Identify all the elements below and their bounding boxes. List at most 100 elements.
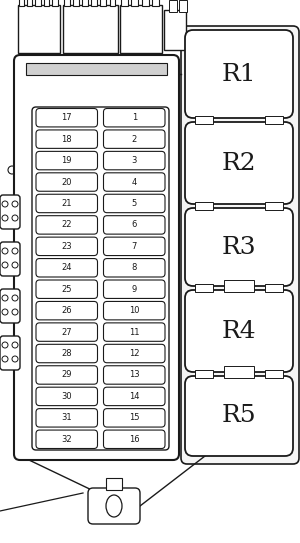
Bar [142, 0, 148, 6]
FancyBboxPatch shape [103, 387, 165, 406]
FancyBboxPatch shape [103, 258, 165, 277]
Text: 21: 21 [61, 199, 72, 208]
Bar [26, 63, 167, 75]
FancyBboxPatch shape [103, 109, 165, 127]
Text: 18: 18 [61, 135, 72, 144]
Bar [224, 280, 254, 292]
FancyBboxPatch shape [88, 488, 140, 524]
Text: 20: 20 [61, 178, 72, 187]
Bar [19, 0, 24, 6]
Text: 22: 22 [61, 220, 72, 229]
FancyBboxPatch shape [185, 30, 293, 118]
Text: 30: 30 [61, 392, 72, 401]
FancyBboxPatch shape [103, 194, 165, 213]
FancyBboxPatch shape [0, 195, 20, 229]
Text: 6: 6 [132, 220, 137, 229]
Text: 9: 9 [132, 285, 137, 294]
FancyBboxPatch shape [36, 301, 98, 320]
FancyBboxPatch shape [36, 151, 98, 170]
Text: R2: R2 [222, 151, 256, 174]
FancyBboxPatch shape [36, 173, 98, 191]
FancyBboxPatch shape [0, 289, 20, 323]
FancyBboxPatch shape [36, 237, 98, 256]
Text: 31: 31 [61, 413, 72, 422]
Bar [265, 284, 283, 292]
Text: 16: 16 [129, 435, 140, 444]
Bar [18, 5, 60, 53]
FancyBboxPatch shape [36, 130, 98, 148]
Bar [82, 0, 88, 6]
FancyBboxPatch shape [103, 280, 165, 299]
Bar [110, 0, 116, 6]
Text: 27: 27 [61, 327, 72, 337]
Bar [63, 5, 118, 53]
Bar [52, 0, 58, 6]
Bar [224, 366, 254, 378]
Text: 4: 4 [132, 178, 137, 187]
Text: 28: 28 [61, 349, 72, 358]
FancyBboxPatch shape [36, 280, 98, 299]
FancyBboxPatch shape [36, 387, 98, 406]
FancyBboxPatch shape [103, 430, 165, 449]
FancyBboxPatch shape [36, 409, 98, 427]
FancyBboxPatch shape [185, 122, 293, 204]
Bar [100, 0, 106, 6]
Bar [73, 0, 79, 6]
FancyBboxPatch shape [103, 409, 165, 427]
FancyBboxPatch shape [185, 208, 293, 286]
FancyBboxPatch shape [14, 55, 179, 460]
Bar [91, 0, 97, 6]
FancyBboxPatch shape [36, 366, 98, 384]
Text: 26: 26 [61, 306, 72, 315]
Text: 10: 10 [129, 306, 140, 315]
FancyBboxPatch shape [36, 323, 98, 342]
FancyBboxPatch shape [185, 376, 293, 456]
Text: 3: 3 [132, 156, 137, 165]
Text: 1: 1 [132, 113, 137, 122]
Bar [265, 116, 283, 124]
Text: 15: 15 [129, 413, 140, 422]
Text: 13: 13 [129, 370, 140, 380]
FancyBboxPatch shape [103, 344, 165, 363]
FancyBboxPatch shape [185, 290, 293, 372]
Text: R3: R3 [222, 236, 256, 258]
Bar [131, 0, 138, 6]
Bar [106, 478, 122, 490]
Bar [265, 370, 283, 378]
FancyBboxPatch shape [181, 26, 299, 464]
Text: 14: 14 [129, 392, 140, 401]
Bar [265, 202, 283, 210]
Text: 2: 2 [132, 135, 137, 144]
FancyBboxPatch shape [103, 130, 165, 148]
Bar [195, 202, 213, 210]
Text: 12: 12 [129, 349, 140, 358]
Bar [121, 0, 128, 6]
FancyBboxPatch shape [36, 430, 98, 449]
Text: 19: 19 [61, 156, 72, 165]
FancyBboxPatch shape [0, 336, 20, 370]
Text: 11: 11 [129, 327, 140, 337]
Text: 29: 29 [61, 370, 72, 380]
Text: R5: R5 [222, 405, 256, 427]
Bar [179, 0, 187, 12]
Bar [164, 10, 186, 50]
FancyBboxPatch shape [36, 258, 98, 277]
FancyBboxPatch shape [32, 107, 169, 450]
Text: 24: 24 [61, 263, 72, 272]
FancyBboxPatch shape [103, 323, 165, 342]
Bar [18, 59, 175, 67]
Bar [27, 0, 32, 6]
Text: R1: R1 [222, 62, 256, 85]
FancyBboxPatch shape [103, 216, 165, 234]
Bar [195, 370, 213, 378]
FancyBboxPatch shape [36, 109, 98, 127]
FancyBboxPatch shape [103, 366, 165, 384]
Text: 23: 23 [61, 242, 72, 251]
Text: 25: 25 [61, 285, 72, 294]
FancyBboxPatch shape [36, 216, 98, 234]
Bar [35, 0, 41, 6]
Bar [169, 0, 177, 12]
FancyBboxPatch shape [36, 344, 98, 363]
Bar [64, 0, 70, 6]
Text: R4: R4 [222, 319, 256, 343]
